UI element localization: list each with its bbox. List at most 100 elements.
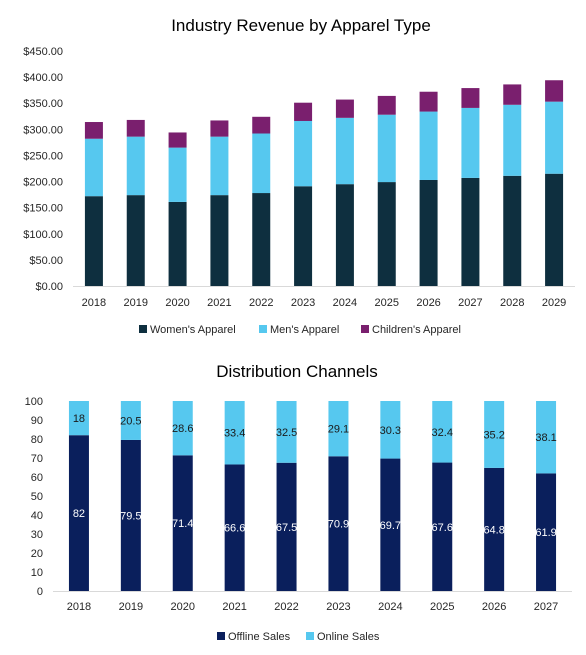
distribution-data-label-offline-sales-2018: 82: [73, 508, 85, 520]
distribution-y-tick-label: 10: [31, 567, 43, 579]
distribution-bar-offline-sales-2021: [224, 464, 245, 591]
distribution-data-label-online-sales-2026: 35.2: [483, 429, 504, 441]
revenue-x-tick-label: 2020: [165, 297, 189, 309]
revenue-y-tick-label: $150.00: [23, 203, 63, 215]
revenue-bar-women-s-apparel-2021: [210, 195, 229, 286]
distribution-y-tick-label: 60: [31, 472, 43, 484]
distribution-data-label-online-sales-2027: 38.1: [535, 432, 556, 444]
revenue-x-tick-label: 2026: [416, 297, 440, 309]
distribution-bar-online-sales-2018: [68, 401, 89, 436]
distribution-bar-online-sales-2022: [276, 401, 297, 463]
revenue-bar-men-s-apparel-2022: [252, 133, 271, 194]
revenue-bar-children-s-apparel-2018: [84, 122, 103, 139]
revenue-bar-men-s-apparel-2025: [377, 114, 396, 183]
revenue-bar-children-s-apparel-2021: [210, 120, 229, 137]
distribution-x-tick-label: 2020: [171, 601, 195, 613]
distribution-bar-offline-sales-2023: [328, 456, 349, 591]
distribution-legend-swatch-online-sales: [306, 632, 314, 640]
revenue-x-tick-label: 2022: [249, 297, 273, 309]
revenue-bar-children-s-apparel-2027: [461, 88, 480, 108]
revenue-x-tick-label: 2024: [333, 297, 357, 309]
distribution-x-tick-label: 2021: [222, 601, 246, 613]
revenue-x-tick-label: 2023: [291, 297, 315, 309]
distribution-bar-offline-sales-2019: [120, 439, 141, 591]
distribution-y-tick-label: 90: [31, 415, 43, 427]
revenue-x-tick-label: 2025: [375, 297, 399, 309]
revenue-bar-women-s-apparel-2025: [377, 182, 396, 286]
distribution-data-label-online-sales-2019: 20.5: [120, 415, 141, 427]
distribution-y-tick-label: 50: [31, 491, 43, 503]
distribution-bar-offline-sales-2018: [68, 435, 89, 591]
revenue-bar-men-s-apparel-2023: [294, 120, 313, 187]
distribution-data-label-online-sales-2022: 32.5: [276, 427, 297, 439]
distribution-data-label-offline-sales-2026: 64.8: [483, 524, 504, 536]
revenue-y-tick-label: $250.00: [23, 150, 63, 162]
distribution-bar-offline-sales-2020: [172, 455, 193, 591]
revenue-bar-men-s-apparel-2029: [545, 101, 564, 174]
distribution-data-label-offline-sales-2024: 69.7: [380, 520, 401, 532]
revenue-bar-children-s-apparel-2020: [168, 132, 187, 148]
revenue-y-tick-label: $450.00: [23, 46, 63, 58]
revenue-bar-children-s-apparel-2028: [503, 84, 522, 105]
revenue-x-tick-label: 2021: [207, 297, 231, 309]
distribution-y-tick-label: 30: [31, 529, 43, 541]
revenue-bar-men-s-apparel-2018: [84, 138, 103, 197]
revenue-bar-men-s-apparel-2024: [335, 117, 354, 185]
revenue-bar-children-s-apparel-2026: [419, 91, 438, 112]
distribution-bar-online-sales-2023: [328, 401, 349, 457]
distribution-y-tick-label: 100: [25, 396, 43, 408]
distribution-bar-online-sales-2026: [484, 401, 505, 468]
revenue-bar-children-s-apparel-2029: [545, 80, 564, 102]
distribution-bar-offline-sales-2024: [380, 458, 401, 591]
distribution-x-tick-label: 2018: [67, 601, 91, 613]
distribution-bar-online-sales-2021: [224, 401, 245, 465]
distribution-data-label-online-sales-2021: 33.4: [224, 428, 245, 440]
distribution-data-label-offline-sales-2021: 66.6: [224, 523, 245, 535]
revenue-bar-children-s-apparel-2025: [377, 95, 396, 115]
revenue-bar-women-s-apparel-2023: [294, 186, 313, 286]
revenue-chart: Industry Revenue by Apparel Type $0.00 $5…: [23, 16, 575, 336]
distribution-chart-title: Distribution Channels: [216, 362, 378, 381]
revenue-y-tick-label: $100.00: [23, 229, 63, 241]
distribution-bar-offline-sales-2022: [276, 462, 297, 591]
revenue-legend-swatch-men-s-apparel: [259, 325, 267, 333]
distribution-bar-offline-sales-2027: [536, 473, 557, 591]
distribution-data-label-offline-sales-2027: 61.9: [535, 527, 556, 539]
distribution-data-label-online-sales-2018: 18: [73, 413, 85, 425]
distribution-x-tick-label: 2022: [274, 601, 298, 613]
distribution-data-label-offline-sales-2020: 71.4: [172, 518, 193, 530]
revenue-legend-label-children-s-apparel: Children's Apparel: [372, 324, 461, 336]
revenue-bars: [84, 80, 564, 286]
revenue-bar-men-s-apparel-2027: [461, 107, 480, 178]
distribution-y-tick-label: 80: [31, 434, 43, 446]
revenue-bar-women-s-apparel-2018: [84, 196, 103, 286]
revenue-bar-men-s-apparel-2026: [419, 111, 438, 180]
revenue-y-tick-label: $50.00: [29, 255, 63, 267]
revenue-bar-women-s-apparel-2026: [419, 179, 438, 286]
revenue-y-tick-label: $0.00: [35, 281, 63, 293]
distribution-x-tick-label: 2026: [482, 601, 506, 613]
distribution-legend-label-online-sales: Online Sales: [317, 631, 380, 643]
revenue-legend-swatch-children-s-apparel: [361, 325, 369, 333]
distribution-bar-offline-sales-2025: [432, 462, 453, 591]
revenue-x-tick-label: 2028: [500, 297, 524, 309]
revenue-bar-women-s-apparel-2027: [461, 177, 480, 286]
distribution-x-tick-label: 2024: [378, 601, 402, 613]
revenue-x-axis: 2018 2019 2020 2021 2022 2023 2024 2025 2026 2027…: [82, 297, 567, 309]
distribution-data-label-online-sales-2023: 29.1: [328, 424, 349, 436]
distribution-data-label-offline-sales-2023: 70.9: [328, 519, 349, 531]
revenue-bar-men-s-apparel-2028: [503, 104, 522, 176]
revenue-x-tick-label: 2019: [124, 297, 148, 309]
distribution-bar-online-sales-2024: [380, 401, 401, 459]
revenue-bar-men-s-apparel-2020: [168, 147, 187, 202]
revenue-bar-children-s-apparel-2023: [294, 102, 313, 121]
revenue-bar-women-s-apparel-2024: [335, 184, 354, 286]
distribution-x-axis: 2018 2019 2020 2021 2022 2023 2024 2025 2026 2027: [67, 601, 559, 613]
revenue-bar-children-s-apparel-2019: [126, 119, 145, 137]
revenue-bar-women-s-apparel-2022: [252, 193, 271, 286]
distribution-data-label-online-sales-2025: 32.4: [432, 427, 453, 439]
distribution-x-tick-label: 2023: [326, 601, 350, 613]
distribution-y-tick-label: 0: [37, 586, 43, 598]
revenue-y-axis: $0.00 $50.00 $100.00 $150.00 $200.00 $250.00 $…: [23, 46, 63, 293]
